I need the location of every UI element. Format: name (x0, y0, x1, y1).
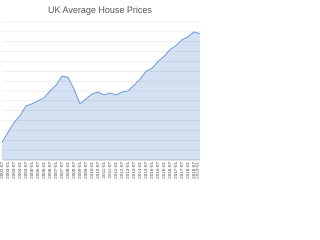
page: {"chart_data": {"type": "area", "title":… (0, 5, 200, 179)
x-tick-label: 2014-01 (137, 162, 142, 179)
x-tick-label: 2019-01 (195, 162, 200, 179)
x-tick-label: 2008-07 (71, 162, 76, 179)
x-tick-label: 2018-01 (185, 162, 190, 179)
x-tick-label: 2007-07 (59, 162, 64, 179)
x-tick-label: 2018-07 (191, 162, 196, 179)
x-tick-label: 2006-07 (47, 162, 52, 179)
x-tick-label: 2017-01 (173, 162, 178, 179)
x-tick-label: 2017-07 (179, 162, 184, 179)
x-tick-label: 2003-01 (5, 162, 10, 179)
x-tick-label: 2014-07 (143, 162, 148, 179)
area-line (1, 31, 200, 143)
x-tick-label: 2008-01 (65, 162, 70, 179)
x-tick-label: 2011-07 (107, 162, 112, 179)
x-tick-label: 2010-07 (95, 162, 100, 179)
x-tick-label: 2012-01 (113, 162, 118, 179)
x-tick-label: 2009-07 (83, 162, 88, 179)
area-fill (2, 31, 200, 160)
x-tick-label: 2005-01 (29, 162, 34, 179)
x-tick-label: 2009-01 (77, 162, 82, 179)
x-tick-label: 2010-01 (89, 162, 94, 179)
x-tick-label: 2004-01 (17, 162, 22, 179)
x-tick-label: 2015-01 (149, 162, 154, 179)
x-tick-label: 2015-07 (155, 162, 160, 179)
x-tick-label: 2011-01 (101, 162, 106, 179)
chart: UK Average House Prices 2002-07 2003-01 20… (0, 5, 200, 179)
x-tick-label: 2007-01 (53, 162, 58, 179)
x-tick-label: 2004-07 (23, 162, 28, 179)
x-tick-label: 2013-07 (131, 162, 136, 179)
x-tick-label: 2016-07 (167, 162, 172, 179)
x-tick-label: 2003-07 (11, 162, 16, 179)
chart-title: UK Average House Prices (48, 5, 152, 15)
x-tick-label: 2002-07 (0, 162, 4, 179)
x-tick-label: 2013-01 (125, 162, 130, 179)
x-tick-label: 2005-07 (35, 162, 40, 179)
x-tick-label: 2006-01 (41, 162, 46, 179)
x-tick-label: 2016-01 (161, 162, 166, 179)
x-tick-label: 2012-07 (119, 162, 124, 179)
